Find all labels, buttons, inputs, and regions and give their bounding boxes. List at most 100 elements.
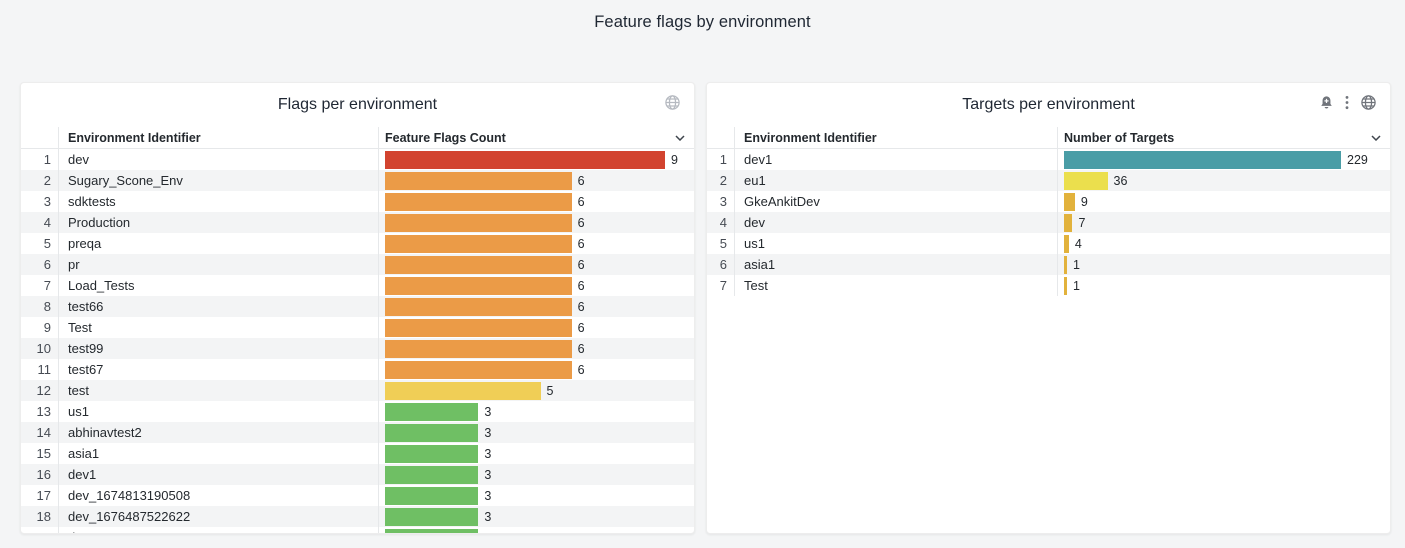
table-row: 4 dev 7: [707, 212, 1390, 233]
value-bar: [1064, 192, 1075, 211]
column-header-count[interactable]: Number of Targets: [1058, 127, 1390, 148]
environment-identifier-cell: us1: [59, 401, 379, 422]
row-index: 3: [707, 191, 735, 212]
row-index: 7: [21, 275, 59, 296]
value-bar: [1064, 171, 1108, 190]
value-bar: [385, 444, 479, 463]
row-index: 4: [707, 212, 735, 233]
environment-identifier-cell: dev1: [735, 149, 1058, 170]
value-bar: [385, 402, 479, 421]
value-bar: [385, 171, 572, 190]
value-label: 3: [484, 509, 492, 524]
table-row: 9 Test 6: [21, 317, 694, 338]
row-index: 14: [21, 422, 59, 443]
value-bar: [385, 234, 572, 253]
row-index: 9: [21, 317, 59, 338]
column-header-identifier[interactable]: Environment Identifier: [735, 127, 1058, 148]
value-bar: [385, 276, 572, 295]
column-header-identifier[interactable]: Environment Identifier: [59, 127, 379, 148]
row-index: 10: [21, 338, 59, 359]
table-row: 5 preqa 6: [21, 233, 694, 254]
value-bar: [385, 213, 572, 232]
chevron-down-icon[interactable]: [675, 134, 685, 141]
value-label: 4: [1074, 236, 1082, 251]
environment-identifier-cell: dev_1676487522622: [59, 506, 379, 527]
value-label: 6: [577, 278, 585, 293]
panel-title: Flags per environment: [277, 96, 438, 113]
value-label: 229: [1347, 152, 1368, 167]
environment-identifier-cell: test67: [59, 359, 379, 380]
environment-identifier-cell: Production: [59, 212, 379, 233]
row-index: 5: [21, 233, 59, 254]
value-label: 6: [577, 236, 585, 251]
table-row: 2 Sugary_Scone_Env 6: [21, 170, 694, 191]
value-label: 6: [577, 362, 585, 377]
environment-identifier-cell: pr: [59, 254, 379, 275]
row-index: 18: [21, 506, 59, 527]
chevron-down-icon[interactable]: [1371, 134, 1381, 141]
row-index: 5: [707, 233, 735, 254]
value-label: 6: [577, 299, 585, 314]
environment-identifier-cell: sdktests: [59, 191, 379, 212]
value-label: 9: [671, 152, 678, 167]
globe-icon[interactable]: [1360, 94, 1377, 111]
row-index: 4: [21, 212, 59, 233]
table-row: 6 asia1 1: [707, 254, 1390, 275]
environment-identifier-cell: Test: [59, 317, 379, 338]
value-cell: 7: [1058, 212, 1390, 233]
table-row: 10 test99 6: [21, 338, 694, 359]
environment-identifier-cell: dev: [59, 149, 379, 170]
value-bar: [385, 318, 572, 337]
table-row: 11 test67 6: [21, 359, 694, 380]
value-label: 1: [1073, 257, 1080, 272]
value-bar: [1064, 213, 1073, 232]
environment-identifier-cell: GkeAnkitDev: [735, 191, 1058, 212]
value-cell: 9: [1058, 191, 1390, 212]
value-cell: 3: [379, 485, 694, 506]
row-index: 7: [707, 275, 735, 296]
row-index: 6: [707, 254, 735, 275]
table-row: 15 asia1 3: [21, 443, 694, 464]
value-cell: 3: [379, 527, 694, 533]
value-cell: 6: [379, 170, 694, 191]
value-bar: [385, 528, 479, 533]
table-row: 5 us1 4: [707, 233, 1390, 254]
value-cell: 6: [379, 254, 694, 275]
table-body: 1 dev 9 2 Sugary_Scone_Env 6 3 sdktests …: [21, 149, 694, 533]
value-cell: 4: [1058, 233, 1390, 254]
environment-identifier-cell: asia1: [735, 254, 1058, 275]
value-cell: 6: [379, 191, 694, 212]
table-row: 18 dev_1676487522622 3: [21, 506, 694, 527]
value-label: 3: [484, 425, 492, 440]
value-bar: [385, 423, 479, 442]
value-label: 6: [577, 173, 585, 188]
value-cell: 3: [379, 443, 694, 464]
row-index: 19: [21, 527, 59, 533]
table-row: 17 dev_1674813190508 3: [21, 485, 694, 506]
value-bar: [385, 192, 572, 211]
kebab-menu-icon[interactable]: [1345, 95, 1349, 110]
table-row: 3 GkeAnkitDev 9: [707, 191, 1390, 212]
value-cell: 9: [379, 149, 694, 170]
value-bar: [385, 297, 572, 316]
value-bar: [385, 360, 572, 379]
table-body: 1 dev1 229 2 eu1 36 3 GkeAnkitDev 9 4 de…: [707, 149, 1390, 296]
globe-icon[interactable]: [664, 94, 681, 111]
value-label: 36: [1113, 173, 1128, 188]
environment-identifier-cell: dev1: [59, 464, 379, 485]
column-header-count[interactable]: Feature Flags Count: [379, 127, 694, 148]
table-row: 7 Load_Tests 6: [21, 275, 694, 296]
row-index: 8: [21, 296, 59, 317]
row-index: 11: [21, 359, 59, 380]
environment-identifier-cell: preqa: [59, 233, 379, 254]
table-header-row: Environment Identifier Feature Flags Cou…: [21, 127, 694, 149]
environment-identifier-cell: dev_1676487546612: [59, 527, 379, 533]
row-index: 16: [21, 464, 59, 485]
environment-identifier-cell: test: [59, 380, 379, 401]
value-label: 6: [577, 194, 585, 209]
row-index: 1: [707, 149, 735, 170]
row-index: 2: [707, 170, 735, 191]
table-row: 19 dev_1676487546612 3: [21, 527, 694, 533]
environment-identifier-cell: Sugary_Scone_Env: [59, 170, 379, 191]
bell-plus-icon[interactable]: [1319, 95, 1334, 110]
